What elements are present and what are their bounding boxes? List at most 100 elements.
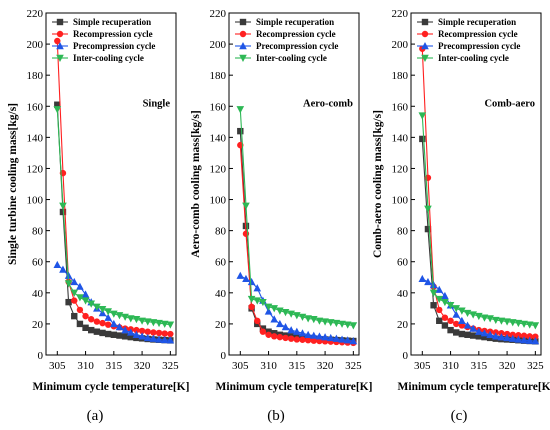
legend-entry-label: Recompression cycle: [256, 29, 336, 39]
data-point: [115, 323, 124, 331]
data-point: [259, 328, 267, 335]
y-tick-label: 20: [397, 319, 409, 331]
data-point: [242, 274, 250, 283]
data-point: [115, 312, 124, 320]
data-point: [104, 308, 112, 316]
y-axis-title: Single turbine cooling mass[kg/s]: [7, 103, 19, 265]
data-point: [143, 318, 152, 326]
data-point: [453, 320, 460, 328]
y-tick-label: 140: [392, 132, 409, 144]
data-point: [497, 317, 506, 325]
legend-marker: [56, 18, 64, 26]
data-point: [475, 327, 483, 335]
legend-entry-label: Recompression cycle: [438, 29, 518, 39]
data-point: [525, 336, 534, 344]
y-axis-title: Aero-comb cooling mass[kg/s]: [190, 110, 202, 257]
legend-entry-label: Simple recuperation: [438, 17, 516, 27]
x-tick-label: 315: [471, 360, 488, 372]
plot-frame: [45, 12, 177, 356]
data-point: [59, 202, 67, 210]
data-point: [254, 317, 261, 324]
legend-entry-label: Simple recuperation: [73, 17, 151, 27]
data-point: [287, 326, 295, 334]
data-point: [287, 335, 295, 342]
data-point: [447, 326, 454, 334]
data-point: [463, 321, 472, 329]
data-point: [149, 319, 158, 327]
data-point: [343, 321, 352, 329]
data-point: [491, 332, 500, 340]
data-point: [304, 330, 312, 338]
x-tick-label: 320: [317, 360, 334, 372]
y-tick-label: 180: [27, 70, 44, 82]
y-tick-label: 40: [32, 288, 44, 300]
chart-panel-2: 0 20 40 60 80 100 120 140 160 180 200 220 305 310 315 3…: [190, 8, 372, 424]
y-tick-label: 120: [210, 163, 227, 175]
y-tick-label: 60: [397, 257, 409, 269]
data-point: [150, 329, 157, 336]
data-point: [469, 311, 477, 319]
y-tick-label: 180: [210, 70, 227, 82]
data-point: [532, 333, 539, 340]
y-tick-label: 80: [397, 226, 409, 238]
data-point: [71, 312, 78, 320]
data-point: [160, 335, 169, 344]
data-point: [59, 265, 67, 273]
data-point: [480, 329, 489, 337]
data-point: [93, 328, 101, 335]
data-point: [441, 298, 449, 307]
chart-panel-3: 0 20 40 60 80 100 120 140 160 180 200 220 305 310 315 3…: [372, 8, 550, 424]
x-tick-label: 310: [77, 360, 94, 372]
data-point: [453, 329, 460, 336]
data-point: [293, 312, 301, 320]
data-point: [110, 331, 118, 338]
data-point: [93, 318, 101, 325]
data-point: [321, 318, 329, 326]
data-point: [98, 305, 107, 314]
data-point: [338, 335, 346, 343]
data-point: [458, 307, 466, 315]
x-tick-label: 325: [345, 360, 362, 372]
data-point: [281, 309, 290, 317]
subfigure-label: (c): [451, 408, 468, 424]
data-point: [236, 271, 245, 279]
series-line-2: [421, 48, 536, 338]
x-tick-label: 310: [442, 360, 459, 372]
legend-marker: [239, 42, 247, 50]
data-point: [259, 298, 267, 307]
data-point: [475, 333, 483, 340]
data-point: [503, 333, 511, 342]
data-point: [76, 294, 84, 302]
legend-marker: [56, 42, 64, 50]
data-point: [458, 316, 466, 324]
x-tick-label: 320: [134, 360, 151, 372]
legend-marker: [239, 54, 247, 62]
subfigure-label: (b): [267, 408, 285, 424]
data-point: [70, 277, 79, 286]
data-point: [270, 305, 279, 313]
y-tick-label: 0: [221, 350, 227, 362]
panel-annotation: Single: [143, 98, 171, 109]
series-line-4: [421, 115, 536, 327]
data-point: [81, 297, 90, 305]
x-tick-label: 315: [106, 360, 123, 372]
data-point: [247, 277, 256, 286]
data-point: [276, 307, 284, 315]
data-point: [144, 328, 151, 335]
panel-annotation: Comb-aero: [484, 98, 535, 109]
data-point: [53, 260, 62, 269]
data-point: [121, 313, 129, 321]
data-point: [127, 333, 134, 341]
data-point: [446, 302, 455, 310]
data-point: [242, 202, 250, 210]
data-point: [236, 106, 245, 114]
data-point: [458, 330, 466, 338]
data-point: [424, 225, 432, 233]
y-tick-label: 80: [215, 226, 227, 238]
legend-marker: [239, 18, 247, 26]
data-point: [276, 319, 284, 328]
y-tick-label: 200: [210, 39, 227, 51]
data-point: [247, 295, 256, 304]
data-point: [298, 313, 307, 321]
data-point: [430, 302, 437, 309]
